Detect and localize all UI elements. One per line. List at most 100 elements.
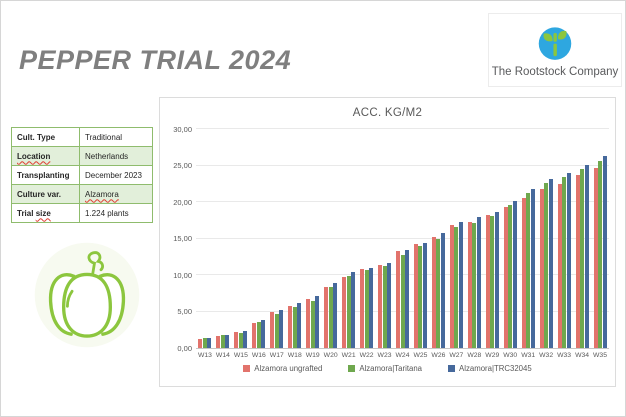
bar-W21-series0 — [342, 277, 347, 348]
table-cell-text: Location — [17, 151, 51, 161]
bar-W18-series0 — [288, 306, 293, 348]
table-row-value: Netherlands — [79, 146, 153, 166]
table-cell-text: Culture var. — [17, 189, 62, 199]
bar-W27-series1 — [454, 226, 459, 348]
legend-label: Alzamora|TRC32045 — [459, 364, 532, 373]
legend-item: Alzamora|TRC32045 — [448, 364, 532, 373]
x-axis-tick-label: W18 — [287, 352, 302, 359]
x-axis-tick-label: W25 — [413, 352, 428, 359]
bar-W29-series2 — [494, 211, 499, 348]
bar-W26-series0 — [431, 237, 436, 348]
bar-W30-series0 — [503, 207, 508, 348]
bar-W14-series1 — [220, 334, 225, 348]
bar-W22-series0 — [360, 269, 365, 348]
y-axis-tick-label: 15,00 — [173, 234, 192, 243]
table-row-value: 1.224 plants — [79, 203, 153, 223]
bar-W22-series1 — [364, 269, 369, 348]
gridline — [196, 348, 609, 349]
y-axis-tick-label: 25,00 — [173, 161, 192, 170]
x-axis-tick-label: W20 — [323, 352, 338, 359]
legend-label: Alzamora|Taritana — [359, 364, 423, 373]
bar-W18-series1 — [292, 307, 297, 348]
logo-text: The Rootstock Company — [491, 65, 619, 78]
pepper-icon — [34, 242, 140, 348]
x-axis-tick-label: W21 — [341, 352, 356, 359]
table-row-value: December 2023 — [79, 165, 153, 185]
bar-W20-series0 — [324, 286, 329, 348]
bar-W20-series2 — [333, 283, 338, 348]
bar-W26-series2 — [440, 233, 445, 348]
table-row-value: Traditional — [79, 127, 153, 147]
bar-W26-series1 — [436, 238, 441, 348]
gridline — [196, 237, 609, 239]
x-axis-tick-label: W33 — [557, 352, 572, 359]
bar-W15-series2 — [243, 331, 248, 348]
x-axis-tick-label: W30 — [503, 352, 518, 359]
bar-W35-series2 — [602, 156, 607, 348]
bar-W32-series2 — [548, 179, 553, 348]
bar-W22-series2 — [369, 267, 374, 348]
bar-W31-series1 — [526, 193, 531, 348]
bar-W29-series0 — [485, 215, 490, 348]
x-axis-tick-label: W29 — [485, 352, 500, 359]
table-cell-text: Traditional — [85, 132, 123, 142]
bar-W25-series1 — [418, 245, 423, 348]
table-cell-text: 1.224 plants — [85, 208, 129, 218]
bar-W30-series2 — [512, 200, 517, 348]
table-cell-text: Cult. Type — [17, 132, 56, 142]
bar-W17-series1 — [274, 313, 279, 348]
chart-title: ACC. KG/M2 — [352, 107, 423, 119]
page-title: PEPPER TRIAL 2024 — [19, 45, 292, 75]
table-cell-text: Alzamora — [85, 189, 119, 199]
chart-legend: Alzamora ungrafted Alzamora|Taritana Alzam… — [160, 364, 615, 373]
trial-info-table: Cult. Type Traditional Location Netherlands… — [11, 127, 153, 223]
bar-W35-series1 — [598, 161, 603, 348]
table-row-label: Transplanting — [11, 165, 80, 185]
chart-plot-area — [196, 128, 609, 349]
table-row: Location Netherlands — [11, 146, 153, 166]
bar-W33-series1 — [562, 177, 567, 348]
table-row-label: Cult. Type — [11, 127, 80, 147]
table-cell-text: Netherlands — [85, 151, 129, 161]
legend-swatch-icon — [348, 365, 356, 372]
bar-W25-series2 — [422, 242, 427, 348]
bar-W16-series0 — [252, 323, 257, 348]
bar-W24-series2 — [405, 250, 409, 348]
bar-W27-series2 — [458, 221, 463, 348]
table-cell-text: Transplanting — [17, 170, 70, 180]
bar-W17-series0 — [270, 312, 275, 348]
legend-item: Alzamora|Taritana — [348, 364, 422, 373]
bar-W15-series1 — [238, 332, 243, 348]
table-row: Culture var. Alzamora — [11, 184, 153, 204]
bar-W23-series1 — [382, 265, 387, 348]
bar-W19-series0 — [306, 299, 311, 348]
gridline — [196, 128, 609, 129]
table-row: Trial size 1.224 plants — [11, 203, 153, 223]
bar-W20-series1 — [328, 287, 333, 348]
bar-W19-series1 — [310, 300, 315, 348]
gridline — [196, 201, 609, 202]
bar-W30-series1 — [508, 204, 513, 348]
bar-W27-series0 — [449, 225, 454, 348]
legend-label: Alzamora ungrafted — [254, 364, 323, 373]
x-axis-tick-label: W24 — [395, 352, 410, 359]
bar-W21-series2 — [351, 272, 356, 348]
bar-W31-series2 — [530, 188, 535, 348]
table-row: Transplanting December 2023 — [11, 165, 153, 185]
y-axis-tick-label: 0,00 — [177, 343, 192, 353]
bar-W13-series2 — [207, 337, 212, 348]
bar-W31-series0 — [521, 198, 526, 348]
bar-W28-series0 — [467, 221, 472, 348]
bar-W29-series1 — [490, 215, 495, 348]
x-axis-tick-label: W27 — [449, 352, 464, 359]
x-axis-tick-label: W19 — [305, 352, 320, 359]
bar-W13-series0 — [198, 338, 203, 348]
y-axis-tick-label: 20,00 — [173, 197, 192, 207]
bar-W23-series2 — [387, 262, 392, 348]
bar-W21-series1 — [346, 276, 351, 348]
legend-swatch-icon — [243, 365, 251, 372]
y-axis-tick-label: 30,00 — [173, 124, 192, 134]
bar-W24-series1 — [400, 254, 405, 348]
table-row-label: Trial size — [11, 203, 80, 223]
